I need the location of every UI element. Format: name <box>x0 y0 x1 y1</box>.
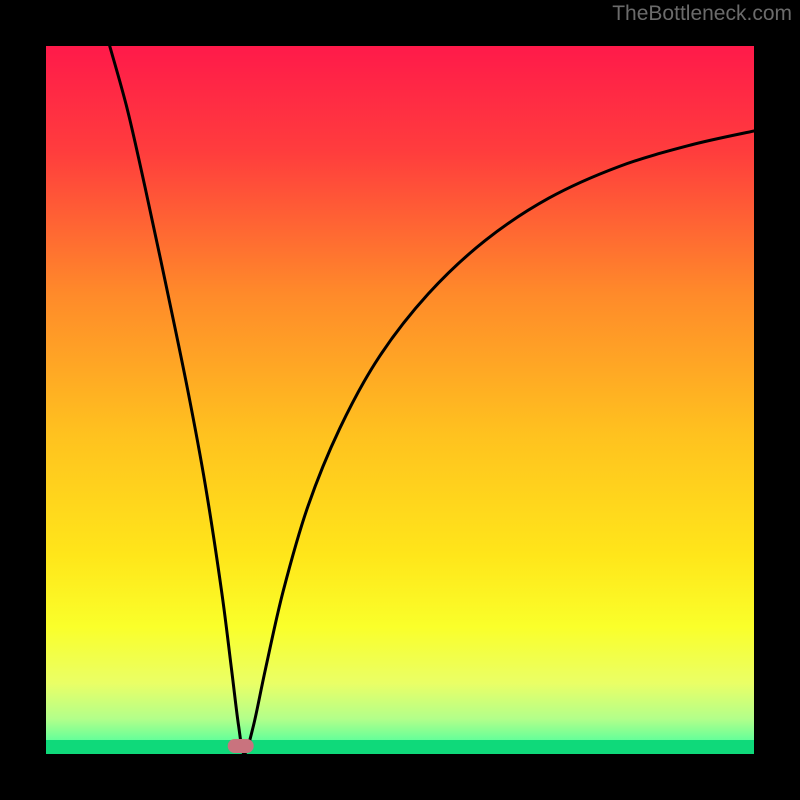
optimal-marker <box>228 739 254 753</box>
chart-svg <box>0 0 800 800</box>
watermark-text: TheBottleneck.com <box>612 2 792 26</box>
chart-container: TheBottleneck.com <box>0 0 800 800</box>
